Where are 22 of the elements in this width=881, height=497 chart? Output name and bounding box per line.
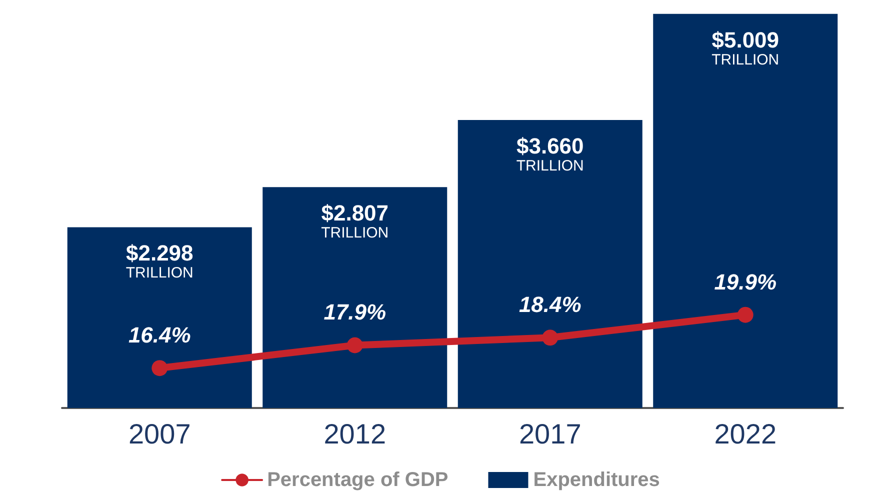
x-tick-label: 2012 — [324, 418, 386, 450]
x-tick-label: 2007 — [128, 418, 191, 450]
data-label: $2.807 TRILLION — [321, 200, 389, 242]
data-label: $2.298 TRILLION — [126, 240, 194, 282]
data-label: $5.009 TRILLION — [712, 27, 780, 68]
x-tick-label: 2017 — [518, 418, 582, 450]
point — [542, 330, 558, 346]
point — [346, 337, 363, 354]
point — [152, 360, 168, 376]
data-label: 17.9% — [324, 300, 386, 325]
legend-label: Expenditures — [533, 469, 660, 491]
data-label: 18.4% — [518, 292, 582, 318]
point — [737, 306, 754, 323]
bar — [67, 227, 252, 408]
data-label: $3.660 TRILLION — [516, 134, 584, 175]
data-label: 19.9% — [714, 269, 777, 294]
bar — [653, 14, 838, 408]
bar — [262, 187, 448, 408]
bar — [458, 120, 642, 408]
x-tick-label: 2022 — [714, 418, 777, 450]
data-label: 16.4% — [128, 322, 191, 348]
legend-label: Percentage of GDP — [267, 469, 448, 491]
